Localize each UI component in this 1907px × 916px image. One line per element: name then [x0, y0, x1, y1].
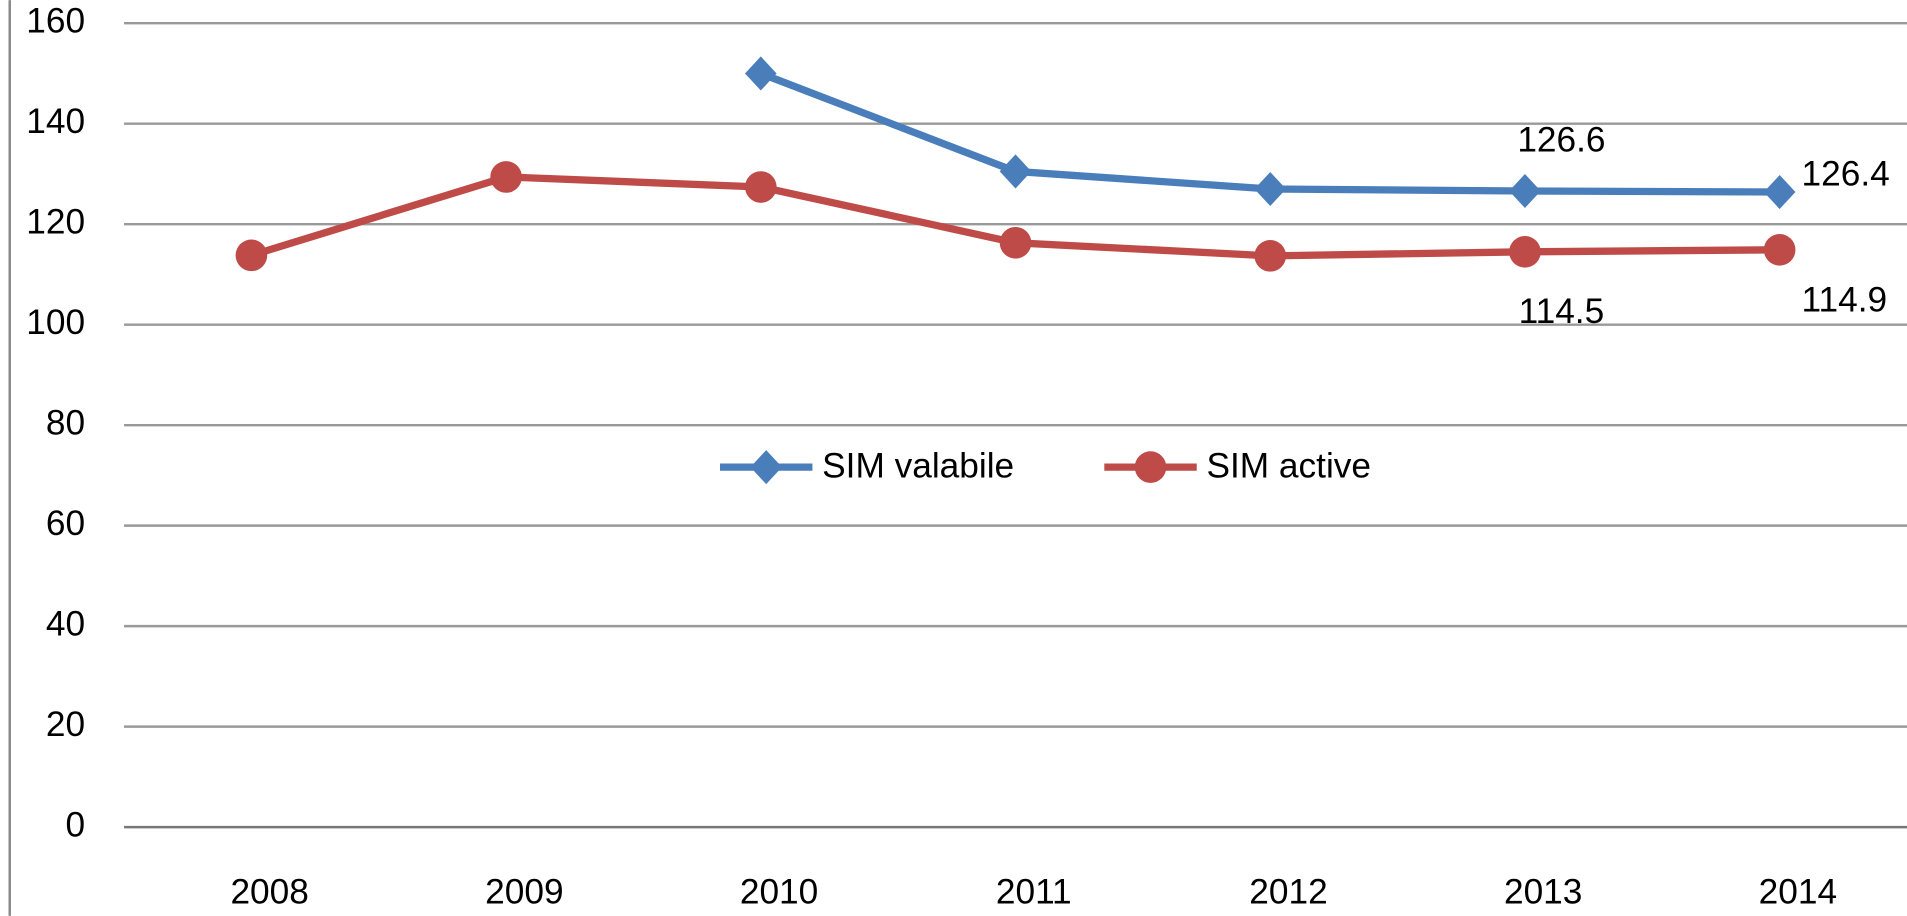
data-point — [235, 239, 268, 272]
y-tick-label: 60 — [46, 504, 85, 543]
y-tick-label: 120 — [26, 202, 85, 241]
data-point — [1254, 171, 1287, 207]
data-point — [1254, 240, 1287, 272]
data-point — [1509, 236, 1541, 268]
x-tick-label: 2013 — [1504, 872, 1582, 911]
x-tick-label: 2009 — [485, 872, 563, 911]
legend-label: SIM valabile — [822, 447, 1014, 486]
data-point — [999, 226, 1032, 259]
data-label: 114.5 — [1519, 292, 1605, 331]
x-tick-label: 2012 — [1249, 872, 1327, 911]
y-tick-label: 100 — [26, 303, 85, 342]
x-tick-label: 2010 — [740, 872, 818, 911]
x-tick-label: 2008 — [230, 872, 308, 911]
data-label: 126.4 — [1802, 155, 1890, 194]
legend-marker — [1134, 451, 1167, 483]
data-point — [1509, 173, 1541, 209]
data-point — [1763, 175, 1796, 210]
y-tick-label: 20 — [46, 705, 85, 744]
data-point — [999, 154, 1032, 189]
y-tick-label: 160 — [26, 2, 85, 41]
legend-label: SIM active — [1206, 447, 1371, 486]
x-tick-label: 2014 — [1759, 872, 1837, 911]
y-tick-label: 80 — [46, 403, 85, 442]
data-point — [745, 56, 777, 91]
data-point — [1763, 233, 1796, 266]
y-tick-label: 40 — [46, 604, 85, 643]
data-label: 126.6 — [1517, 121, 1605, 160]
y-tick-label: 0 — [66, 805, 86, 844]
x-tick-label: 2011 — [996, 872, 1072, 911]
data-point — [745, 171, 777, 203]
data-point — [490, 161, 522, 193]
data-label: 114.9 — [1802, 280, 1888, 319]
legend-marker — [750, 450, 783, 485]
y-tick-label: 140 — [26, 102, 85, 141]
